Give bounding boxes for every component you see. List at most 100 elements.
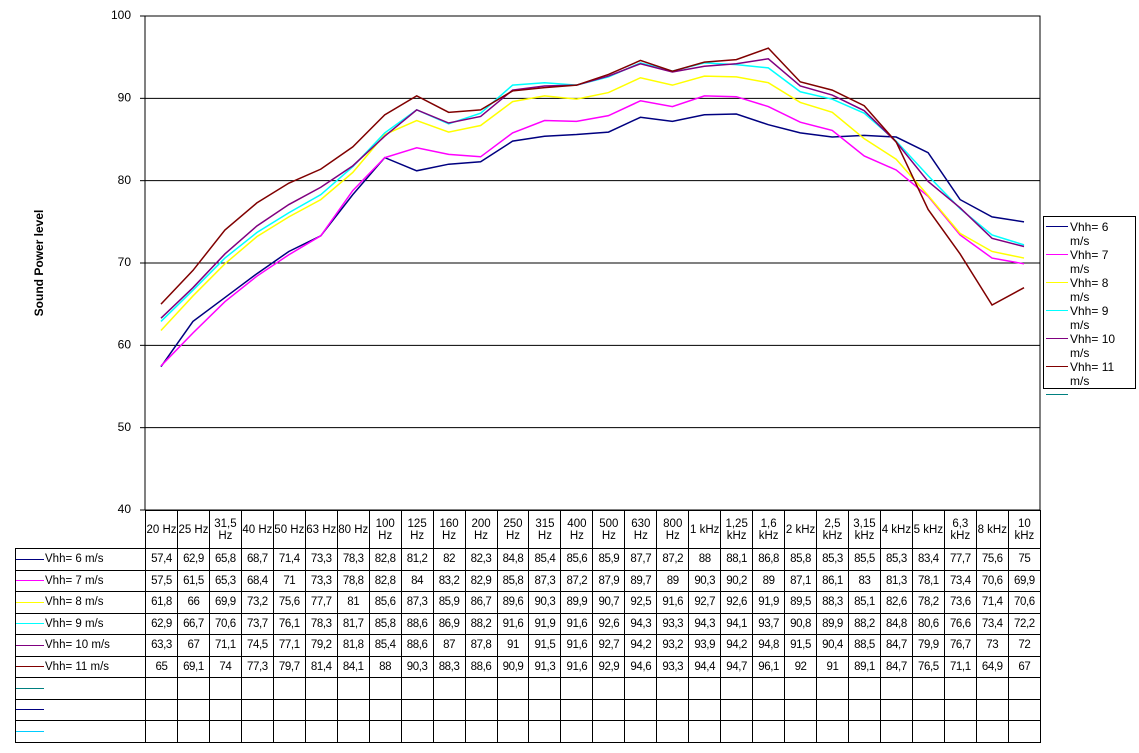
table-cell bbox=[943, 720, 977, 743]
category-label: 250 Hz bbox=[496, 510, 530, 549]
table-cell: 89 bbox=[752, 569, 786, 592]
row-header bbox=[14, 720, 147, 743]
table-cell bbox=[656, 698, 690, 721]
table-cell: 81,8 bbox=[336, 634, 370, 657]
row-header: Vhh= 9 m/s bbox=[14, 612, 147, 635]
table-cell bbox=[336, 698, 370, 721]
table-cell bbox=[656, 720, 690, 743]
table-cell: 87,7 bbox=[624, 548, 658, 571]
table-cell: 93,7 bbox=[752, 612, 786, 635]
table-cell: 91,5 bbox=[528, 634, 562, 657]
table-header-row: 20 Hz 25 Hz 31,5 Hz 40 Hz 50 Hz 63 Hz 80 Hz 100… bbox=[16, 510, 1042, 549]
series-name: Vhh= 7 m/s bbox=[45, 574, 104, 587]
table-cell: 82,6 bbox=[879, 591, 913, 614]
table-cell bbox=[784, 677, 818, 700]
category-label: 100 Hz bbox=[368, 510, 402, 549]
data-table: 20 Hz 25 Hz 31,5 Hz 40 Hz 50 Hz 63 Hz 80 Hz 100… bbox=[14, 510, 1042, 743]
table-cell: 85,9 bbox=[432, 591, 466, 614]
table-cell: 73,3 bbox=[304, 569, 338, 592]
table-cell bbox=[240, 720, 274, 743]
table-cell: 75 bbox=[1007, 548, 1042, 571]
table-cell: 65,8 bbox=[208, 548, 242, 571]
table-cell: 73,4 bbox=[975, 612, 1009, 635]
category-label: 3,15 kHz bbox=[848, 510, 881, 549]
table-cell bbox=[272, 698, 306, 721]
table-cell bbox=[879, 677, 913, 700]
table-cell: 88 bbox=[368, 655, 402, 678]
table-cell bbox=[943, 698, 977, 721]
table-cell bbox=[496, 677, 530, 700]
table-cell bbox=[911, 677, 945, 700]
row-header bbox=[14, 698, 147, 721]
table-cell: 81,4 bbox=[304, 655, 338, 678]
table-cell bbox=[432, 677, 466, 700]
category-label: 8 kHz bbox=[975, 510, 1009, 549]
table-cell: 77,7 bbox=[943, 548, 977, 571]
table-cell bbox=[752, 720, 786, 743]
table-cell: 84,7 bbox=[879, 655, 913, 678]
table-cell: 79,9 bbox=[911, 634, 945, 657]
table-cell: 72,2 bbox=[1007, 612, 1042, 635]
table-cell: 88 bbox=[688, 548, 722, 571]
table-cell bbox=[560, 698, 594, 721]
table-cell bbox=[816, 698, 849, 721]
table-cell: 87,3 bbox=[400, 591, 434, 614]
table-cell bbox=[272, 720, 306, 743]
table-cell: 80,6 bbox=[911, 612, 945, 635]
table-cell: 76,1 bbox=[272, 612, 306, 635]
table-cell: 73,4 bbox=[943, 569, 977, 592]
table-cell: 86,1 bbox=[816, 569, 849, 592]
table-cell bbox=[560, 720, 594, 743]
legend-item: Vhh= 10 m/s bbox=[1044, 332, 1135, 360]
table-cell: 90,8 bbox=[784, 612, 818, 635]
table-cell bbox=[400, 720, 434, 743]
table-row: Vhh= 11 m/s 65 69,1 74 77,3 79,7 81,4 84,1 88 90,… bbox=[14, 655, 1042, 678]
table-cell: 85,6 bbox=[560, 548, 594, 571]
table-cell: 85,4 bbox=[528, 548, 562, 571]
category-label: 31,5 Hz bbox=[208, 510, 242, 549]
table-cell: 84,8 bbox=[879, 612, 913, 635]
table-cell: 64,9 bbox=[975, 655, 1009, 678]
category-label: 5 kHz bbox=[911, 510, 945, 549]
legend-key bbox=[1046, 394, 1068, 395]
table-cell: 85,3 bbox=[879, 548, 913, 571]
row-header: Vhh= 8 m/s bbox=[14, 591, 147, 614]
table-cell bbox=[1007, 720, 1042, 743]
table-cell: 71,1 bbox=[208, 634, 242, 657]
category-label: 2,5 kHz bbox=[816, 510, 849, 549]
legend-key bbox=[1046, 226, 1068, 227]
table-cell: 78,1 bbox=[911, 569, 945, 592]
legend-item: Vhh= 7 m/s bbox=[1044, 248, 1135, 276]
legend-item bbox=[1044, 388, 1135, 416]
table-cell bbox=[816, 720, 849, 743]
table-cell: 71,4 bbox=[272, 548, 306, 571]
table-cell: 70,6 bbox=[975, 569, 1009, 592]
table-cell bbox=[624, 720, 658, 743]
table-cell: 94,2 bbox=[720, 634, 754, 657]
legend-key bbox=[16, 709, 44, 711]
table-cell: 78,3 bbox=[336, 548, 370, 571]
table-cell bbox=[464, 677, 498, 700]
category-label: 200 Hz bbox=[464, 510, 498, 549]
table-cell bbox=[496, 720, 530, 743]
table-cell bbox=[1007, 698, 1042, 721]
table-row: Vhh= 9 m/s 62,9 66,7 70,6 73,7 76,1 78,3 81,7 85… bbox=[14, 612, 1042, 635]
table-cell: 77,3 bbox=[240, 655, 274, 678]
legend-label: Vhh= 8 m/s bbox=[1070, 276, 1109, 304]
category-label: 10 kHz bbox=[1007, 510, 1042, 549]
table-cell: 88,3 bbox=[432, 655, 466, 678]
table-cell: 85,9 bbox=[592, 548, 626, 571]
table-cell: 85,4 bbox=[368, 634, 402, 657]
table-cell: 73,6 bbox=[943, 591, 977, 614]
table-cell bbox=[975, 720, 1009, 743]
table-cell: 73,2 bbox=[240, 591, 274, 614]
table-cell bbox=[848, 698, 881, 721]
table-cell: 68,7 bbox=[240, 548, 274, 571]
legend-item: Vhh= 6 m/s bbox=[1044, 220, 1135, 248]
table-cell: 81,3 bbox=[879, 569, 913, 592]
table-cell: 96,1 bbox=[752, 655, 786, 678]
legend-key bbox=[16, 644, 44, 646]
table-cell: 85,1 bbox=[848, 591, 881, 614]
table-cell: 88,5 bbox=[848, 634, 881, 657]
